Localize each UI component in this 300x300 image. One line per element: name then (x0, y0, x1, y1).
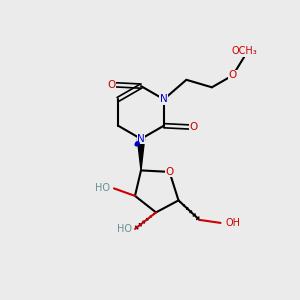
Text: HO: HO (94, 183, 110, 194)
Text: HO: HO (117, 224, 132, 234)
Text: N: N (137, 134, 145, 144)
Text: O: O (165, 167, 174, 177)
Text: OCH₃: OCH₃ (232, 46, 258, 56)
Text: O: O (107, 80, 115, 90)
Text: O: O (229, 70, 237, 80)
Text: N: N (160, 94, 168, 104)
Text: O: O (190, 122, 198, 132)
Polygon shape (137, 139, 145, 170)
Text: OH: OH (225, 218, 240, 228)
